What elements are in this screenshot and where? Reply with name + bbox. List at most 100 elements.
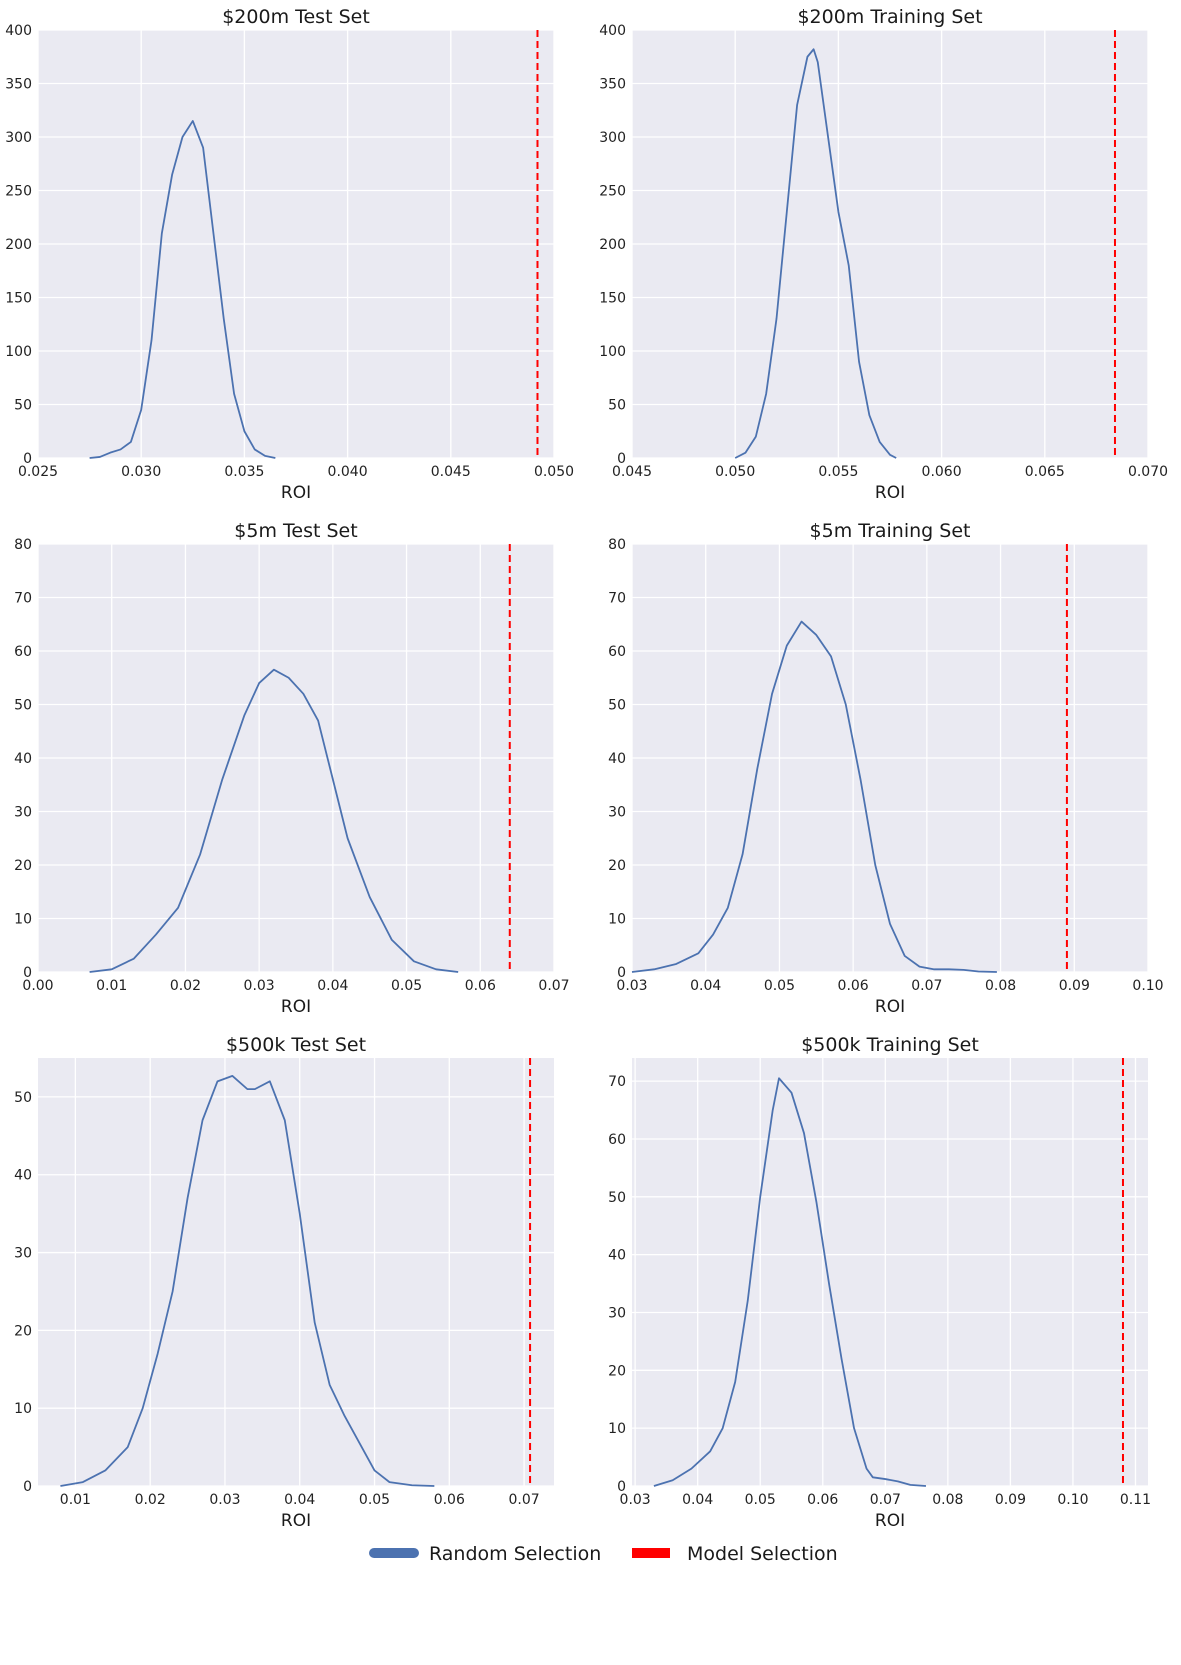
y-tick-label: 150 <box>5 291 32 307</box>
y-tick-label: 10 <box>14 1401 32 1417</box>
random-selection-density-line <box>60 1075 435 1487</box>
x-tick-label: 0.060 <box>922 464 962 480</box>
y-tick-label: 30 <box>14 805 32 821</box>
x-tick-label: 0.03 <box>620 1492 651 1508</box>
x-tick-label: 0.050 <box>534 464 574 480</box>
y-tick-label: 200 <box>5 237 32 253</box>
y-tick-label: 0 <box>23 1479 32 1495</box>
y-tick-label: 0 <box>617 1479 626 1495</box>
y-tick-label: 20 <box>608 858 626 874</box>
y-tick-label: 70 <box>14 591 32 607</box>
x-tick-label: 0.04 <box>317 978 348 994</box>
x-tick-label: 0.065 <box>1025 464 1065 480</box>
x-tick-label: 0.030 <box>121 464 161 480</box>
x-tick-label: 0.00 <box>22 978 53 994</box>
x-tick-label: 0.01 <box>60 1492 91 1508</box>
y-tick-label: 400 <box>599 23 626 39</box>
plot-background <box>38 1058 554 1486</box>
y-tick-label: 300 <box>5 130 32 146</box>
y-tick-label: 70 <box>608 1074 626 1090</box>
legend-model-label: Model Selection <box>687 1543 838 1565</box>
x-tick-label: 0.05 <box>745 1492 776 1508</box>
random-selection-density-line <box>734 48 897 459</box>
legend-random-label: Random Selection <box>429 1543 601 1565</box>
x-tick-label: 0.02 <box>170 978 201 994</box>
random-selection-density-line <box>653 1077 927 1487</box>
x-tick-label: 0.10 <box>1132 978 1163 994</box>
x-tick-label: 0.07 <box>870 1492 901 1508</box>
x-axis-label: ROI <box>875 1511 905 1531</box>
y-tick-label: 350 <box>599 77 626 93</box>
y-tick-label: 70 <box>608 591 626 607</box>
x-tick-label: 0.050 <box>715 464 755 480</box>
y-tick-label: 50 <box>14 398 32 414</box>
y-tick-label: 20 <box>14 1323 32 1339</box>
x-tick-label: 0.09 <box>995 1492 1026 1508</box>
chart-title: $200m Test Set <box>222 6 370 28</box>
chart-panel: 0.045 0.050 0.055 0.060 0.065 0.070 0 50 100 150 2… <box>599 6 1168 503</box>
y-tick-label: 0 <box>23 965 32 981</box>
y-tick-label: 40 <box>608 1248 626 1264</box>
x-tick-label: 0.045 <box>431 464 471 480</box>
x-tick-label: 0.040 <box>328 464 368 480</box>
y-tick-label: 250 <box>599 184 626 200</box>
y-tick-label: 60 <box>608 644 626 660</box>
x-tick-label: 0.10 <box>1057 1492 1088 1508</box>
x-tick-label: 0.06 <box>838 978 869 994</box>
y-tick-label: 50 <box>14 698 32 714</box>
x-axis-label: ROI <box>281 1511 311 1531</box>
x-tick-label: 0.03 <box>244 978 275 994</box>
y-tick-label: 50 <box>14 1090 32 1106</box>
y-tick-label: 10 <box>14 912 32 928</box>
random-selection-density-line <box>631 620 997 973</box>
x-tick-label: 0.05 <box>764 978 795 994</box>
y-tick-label: 40 <box>14 1168 32 1184</box>
y-tick-label: 30 <box>608 1305 626 1321</box>
x-tick-label: 0.09 <box>1059 978 1090 994</box>
y-tick-label: 100 <box>5 344 32 360</box>
x-tick-label: 0.04 <box>284 1492 315 1508</box>
x-tick-label: 0.08 <box>985 978 1016 994</box>
chart-title: $500k Training Set <box>801 1034 979 1056</box>
y-tick-label: 40 <box>14 751 32 767</box>
y-tick-label: 60 <box>608 1132 626 1148</box>
x-tick-label: 0.06 <box>434 1492 465 1508</box>
x-tick-label: 0.025 <box>18 464 58 480</box>
y-tick-label: 80 <box>608 537 626 553</box>
legend-model-swatch <box>632 1548 670 1558</box>
chart-panel: 0.03 0.04 0.05 0.06 0.07 0.08 0.09 0.10 0.11 0 10 2… <box>608 1034 1151 1531</box>
x-tick-label: 0.03 <box>209 1492 240 1508</box>
y-tick-label: 10 <box>608 1421 626 1437</box>
y-tick-label: 60 <box>14 644 32 660</box>
y-tick-label: 50 <box>608 698 626 714</box>
x-tick-label: 0.11 <box>1120 1492 1151 1508</box>
random-selection-density-line <box>89 120 276 459</box>
y-tick-label: 400 <box>5 23 32 39</box>
x-tick-label: 0.045 <box>612 464 652 480</box>
random-selection-density-line <box>89 668 459 973</box>
x-tick-label: 0.02 <box>135 1492 166 1508</box>
y-tick-label: 20 <box>608 1363 626 1379</box>
chart-panel: 0.01 0.02 0.03 0.04 0.05 0.06 0.07 0 10 20 30 40 50 $… <box>14 1034 554 1531</box>
legend: Random Selection Model Selection <box>369 1543 838 1565</box>
x-axis-label: ROI <box>281 483 311 503</box>
chart-title: $500k Test Set <box>226 1034 366 1056</box>
plot-background <box>632 1058 1148 1486</box>
chart-panel: 0.025 0.030 0.035 0.040 0.045 0.050 0 50 100 150 2… <box>5 6 574 503</box>
chart-panel: 0.03 0.04 0.05 0.06 0.07 0.08 0.09 0.10 0 10 20 30 4… <box>608 520 1163 1017</box>
x-tick-label: 0.07 <box>509 1492 540 1508</box>
x-tick-label: 0.06 <box>465 978 496 994</box>
x-tick-label: 0.055 <box>818 464 858 480</box>
y-tick-label: 0 <box>23 451 32 467</box>
y-tick-label: 0 <box>617 451 626 467</box>
y-tick-label: 30 <box>14 1246 32 1262</box>
y-tick-label: 0 <box>617 965 626 981</box>
y-tick-label: 50 <box>608 398 626 414</box>
x-tick-label: 0.03 <box>616 978 647 994</box>
x-tick-label: 0.035 <box>224 464 264 480</box>
chart-panel: 0.00 0.01 0.02 0.03 0.04 0.05 0.06 0.07 0 10 20 30 4… <box>14 520 569 1017</box>
x-tick-label: 0.07 <box>911 978 942 994</box>
y-tick-label: 50 <box>608 1190 626 1206</box>
y-tick-label: 80 <box>14 537 32 553</box>
